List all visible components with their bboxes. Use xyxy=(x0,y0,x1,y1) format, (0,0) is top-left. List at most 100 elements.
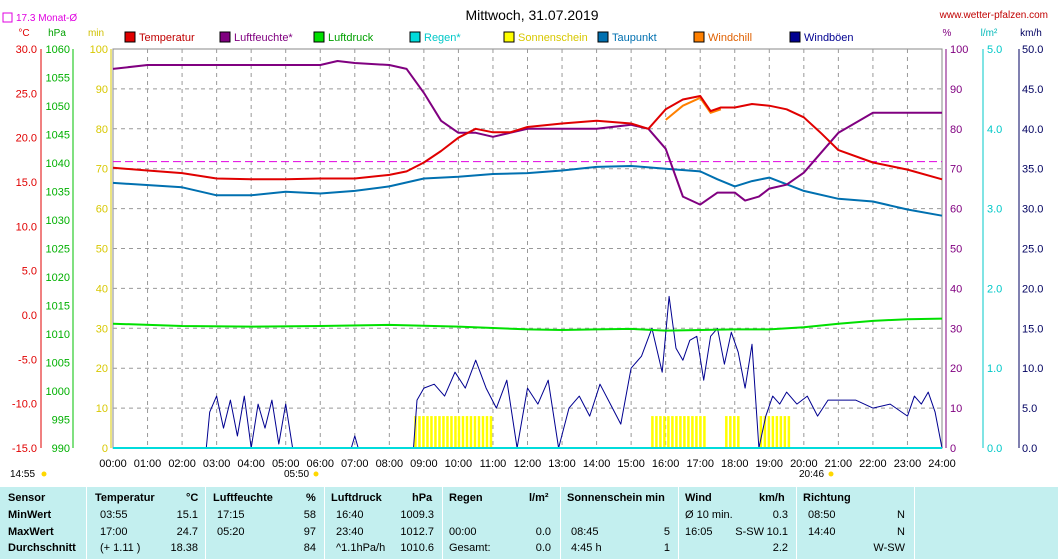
sunshine-bar xyxy=(663,416,666,448)
series-layer xyxy=(112,60,943,449)
legend-swatch xyxy=(789,31,801,43)
legend-label: Luftdruck xyxy=(328,32,374,44)
minutes-tick-label: 0 xyxy=(102,443,108,455)
sunshine-bar xyxy=(691,416,694,448)
sunshine-bar xyxy=(699,416,702,448)
stat-hum-time: 05:20 xyxy=(217,526,245,538)
pressure-tick-label: 1015 xyxy=(46,301,70,313)
legend: Temperatur Luftfeuchte* Luftdruck Regen* Son… xyxy=(124,31,854,44)
stat-sun-val: 1 xyxy=(663,542,670,554)
sunshine-bar xyxy=(767,416,771,448)
legend-swatch xyxy=(597,31,609,43)
sunshine-bar xyxy=(733,416,736,448)
legend-swatch xyxy=(409,31,421,43)
sunshine-bar xyxy=(469,416,473,448)
hdr-press-unit: hPa xyxy=(412,492,433,504)
wind-tick-label: 0.0 xyxy=(1022,443,1037,455)
humidity-tick-label: 60 xyxy=(950,204,962,216)
sunset-icon xyxy=(828,471,834,477)
stat-press-time: ^1.1hPa/h xyxy=(336,542,386,554)
series-luftdruck xyxy=(112,317,943,332)
pressure-tick-label: 1035 xyxy=(46,187,70,199)
stat-temp-time: (+ 1.11 ) xyxy=(100,542,141,554)
minutes-tick-label: 70 xyxy=(96,164,108,176)
hdr-rain: Regen xyxy=(449,492,483,504)
rain-tick-label: 4.0 xyxy=(987,124,1002,136)
minutes-tick-label: 40 xyxy=(96,283,108,295)
pressure-tick-label: 1010 xyxy=(46,329,70,341)
rain-tick-label: 0.0 xyxy=(987,443,1002,455)
rain-tick-label: 3.0 xyxy=(987,204,1002,216)
sunshine-bar xyxy=(655,416,658,448)
minutes-tick-label: 10 xyxy=(96,403,108,415)
x-tick-label: 09:00 xyxy=(410,458,438,470)
pressure-tick-label: 1020 xyxy=(46,272,70,284)
stat-sun-time: 4:45 h xyxy=(571,542,602,554)
stat-label: MaxWert xyxy=(8,526,54,538)
x-tick-label: 18:00 xyxy=(721,458,749,470)
humidity-tick-label: 50 xyxy=(950,244,962,256)
stat-dir-val: N xyxy=(897,526,905,538)
sunshine-bar xyxy=(671,416,674,448)
temp-tick-label: 25.0 xyxy=(16,88,37,100)
stat-rain-val: 0.0 xyxy=(535,526,551,538)
hdr-sun: Sonnenschein min xyxy=(567,492,665,504)
x-tick-label: 02:00 xyxy=(168,458,196,470)
x-tick-label: 17:00 xyxy=(686,458,714,470)
x-tick-label: 12:00 xyxy=(514,458,542,470)
sun-icon-start xyxy=(41,471,47,477)
series-windchill xyxy=(665,96,722,121)
sunshine-bar xyxy=(651,416,654,448)
x-tick-label: 16:00 xyxy=(652,458,680,470)
start-time: 14:55 xyxy=(10,469,35,480)
pressure-tick-label: 1040 xyxy=(46,158,70,170)
temp-axis-unit: °C xyxy=(18,28,29,39)
legend-swatch xyxy=(313,31,325,43)
stats-table: Sensor Temperatur °C Luftfeuchte % Luftd… xyxy=(0,487,1058,559)
series-taupunkt xyxy=(112,165,943,217)
sunshine-bar xyxy=(771,416,775,448)
pressure-axis-unit: hPa xyxy=(48,28,66,39)
x-tick-label: 13:00 xyxy=(548,458,576,470)
chart-title: Mittwoch, 31.07.2019 xyxy=(465,7,598,23)
wind-tick-label: 40.0 xyxy=(1022,124,1043,136)
sunset-time: 20:46 xyxy=(799,469,824,480)
x-tick-label: 03:00 xyxy=(203,458,231,470)
hdr-dir: Richtung xyxy=(803,492,851,504)
pressure-tick-label: 1050 xyxy=(46,101,70,113)
stat-press-time: 16:40 xyxy=(336,509,364,521)
stat-rain-time: Gesamt: xyxy=(449,542,491,554)
x-tick-label: 00:00 xyxy=(99,458,127,470)
legend-swatch xyxy=(503,31,515,43)
legend-label: Luftfeuchte* xyxy=(234,32,293,44)
stat-temp-time: 17:00 xyxy=(100,526,128,538)
rain-axis-unit: l/m² xyxy=(981,28,998,39)
wind-tick-label: 25.0 xyxy=(1022,244,1043,256)
hdr-sensor: Sensor xyxy=(8,492,46,504)
wind-tick-label: 50.0 xyxy=(1022,44,1043,56)
weather-chart: 00:00 01:00 02:00 03:00 04:00 05:00 06:00 07:00… xyxy=(2,7,1048,480)
wind-tick-label: 15.0 xyxy=(1022,323,1043,335)
sunshine-bar xyxy=(438,416,441,448)
sunshine-bar xyxy=(473,416,477,448)
x-tick-label: 14:00 xyxy=(583,458,611,470)
legend-swatch xyxy=(124,31,136,43)
hdr-press: Luftdruck xyxy=(331,492,382,504)
sunshine-bar xyxy=(783,416,787,448)
avg-marker-icon xyxy=(2,12,13,23)
humidity-tick-label: 30 xyxy=(950,323,962,335)
sunrise-icon xyxy=(313,471,319,477)
x-tick-label: 24:00 xyxy=(928,458,956,470)
hdr-wind: Wind xyxy=(685,492,712,504)
rain-tick-label: 5.0 xyxy=(987,44,1002,56)
stat-temp-val: 15.1 xyxy=(176,509,198,521)
minutes-tick-label: 80 xyxy=(96,124,108,136)
stat-label: Durchschnitt xyxy=(8,542,76,554)
stat-dir-val: N xyxy=(897,509,905,521)
stat-rain-val: 0.0 xyxy=(535,542,551,554)
site-url[interactable]: www.wetter-pfalzen.com xyxy=(939,10,1048,21)
sunshine-bar xyxy=(695,416,698,448)
stat-wind-val: 10.1 xyxy=(766,526,788,538)
sunshine-bar xyxy=(426,416,429,448)
x-tick-label: 04:00 xyxy=(237,458,265,470)
